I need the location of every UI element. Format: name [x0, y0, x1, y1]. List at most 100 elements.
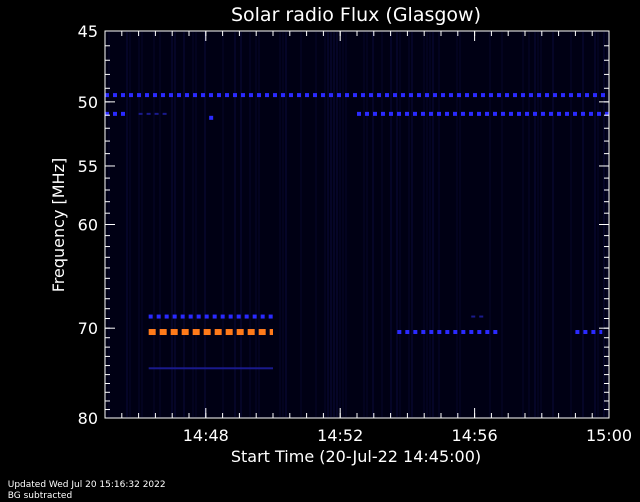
- emission-segment: [405, 111, 409, 116]
- emission-segment: [249, 93, 253, 98]
- emission-segment: [228, 314, 233, 319]
- emission-segment: [113, 111, 117, 116]
- emission-segment: [413, 330, 418, 335]
- emission-segment: [397, 111, 401, 116]
- emission-segment: [421, 111, 425, 116]
- x-tick-label: 14:56: [452, 426, 498, 445]
- emission-segment: [204, 314, 209, 319]
- updated-timestamp: Updated Wed Jul 20 15:16:32 2022: [7, 480, 166, 490]
- emission-segment: [405, 330, 410, 335]
- y-axis-label: Frequency [MHz]: [49, 158, 68, 292]
- emission-segment: [192, 329, 200, 336]
- emission-band: [148, 367, 273, 370]
- emission-segment: [479, 315, 484, 318]
- emission-segment: [589, 111, 593, 116]
- spectrogram-chart: 14:48 14:52 14:56 15:00 45 50 55 60 70 80 Solar r…: [49, 4, 632, 466]
- emission-segment: [453, 111, 457, 116]
- emission-segment: [449, 93, 453, 98]
- emission-segment: [105, 93, 109, 98]
- emission-segment: [497, 93, 501, 98]
- background-note: BG subtracted: [7, 491, 73, 501]
- emission-segment: [569, 93, 573, 98]
- emission-segment: [469, 111, 473, 116]
- emission-bands: [105, 93, 609, 370]
- emission-segment: [585, 93, 589, 98]
- emission-segment: [170, 329, 178, 336]
- emission-segment: [159, 329, 167, 336]
- emission-segment: [156, 314, 161, 319]
- emission-band: [357, 111, 609, 116]
- emission-segment: [581, 111, 585, 116]
- emission-band: [138, 112, 167, 115]
- emission-segment: [357, 111, 361, 116]
- emission-segment: [162, 112, 167, 115]
- plot-background: [105, 31, 609, 418]
- y-tick-label: 60: [78, 216, 98, 235]
- emission-segment: [212, 314, 217, 319]
- emission-segment: [397, 330, 402, 335]
- emission-segment: [257, 93, 261, 98]
- emission-segment: [203, 329, 211, 336]
- emission-segment: [493, 111, 497, 116]
- emission-segment: [473, 93, 477, 98]
- emission-segment: [373, 111, 377, 116]
- emission-segment: [529, 93, 533, 98]
- emission-band: [397, 330, 498, 335]
- emission-segment: [445, 330, 450, 335]
- y-tick-label: 55: [78, 157, 98, 176]
- emission-segment: [337, 93, 341, 98]
- emission-segment: [164, 314, 169, 319]
- emission-segment: [121, 111, 125, 116]
- emission-segment: [409, 93, 413, 98]
- emission-segment: [225, 329, 233, 336]
- emission-segment: [599, 330, 603, 335]
- emission-segment: [553, 93, 557, 98]
- emission-segment: [429, 111, 433, 116]
- emission-segment: [268, 314, 273, 319]
- emission-segment: [481, 93, 485, 98]
- y-tick-label: 45: [78, 22, 98, 41]
- emission-segment: [177, 93, 181, 98]
- emission-segment: [146, 112, 151, 115]
- emission-segment: [577, 93, 581, 98]
- emission-segment: [289, 93, 293, 98]
- emission-segment: [269, 329, 273, 336]
- emission-segment: [105, 111, 109, 116]
- emission-band: [105, 111, 125, 116]
- emission-segment: [145, 93, 149, 98]
- emission-band: [148, 314, 273, 319]
- emission-segment: [236, 329, 244, 336]
- emission-segment: [273, 93, 277, 98]
- emission-segment: [196, 314, 201, 319]
- emission-segment: [329, 93, 333, 98]
- emission-band: [471, 315, 484, 318]
- emission-segment: [441, 93, 445, 98]
- emission-segment: [513, 93, 517, 98]
- emission-segment: [601, 93, 605, 98]
- y-tick-label: 70: [78, 319, 98, 338]
- emission-segment: [148, 329, 156, 336]
- y-tick-label: 50: [78, 93, 98, 112]
- emission-segment: [461, 111, 465, 116]
- emission-segment: [214, 329, 222, 336]
- emission-segment: [501, 111, 505, 116]
- emission-segment: [457, 93, 461, 98]
- emission-segment: [252, 314, 257, 319]
- emission-segment: [209, 93, 213, 98]
- emission-segment: [297, 93, 301, 98]
- emission-segment: [425, 93, 429, 98]
- emission-segment: [172, 314, 177, 319]
- emission-segment: [445, 111, 449, 116]
- emission-band: [105, 93, 605, 98]
- emission-segment: [113, 93, 117, 98]
- emission-segment: [401, 93, 405, 98]
- emission-segment: [509, 111, 513, 116]
- emission-segment: [565, 111, 569, 116]
- status-footer: Updated Wed Jul 20 15:16:32 2022 BG subt…: [2, 469, 602, 501]
- emission-segment: [453, 330, 458, 335]
- emission-segment: [505, 93, 509, 98]
- emission-segment: [153, 93, 157, 98]
- emission-segment: [169, 93, 173, 98]
- emission-segment: [545, 93, 549, 98]
- emission-segment: [244, 314, 249, 319]
